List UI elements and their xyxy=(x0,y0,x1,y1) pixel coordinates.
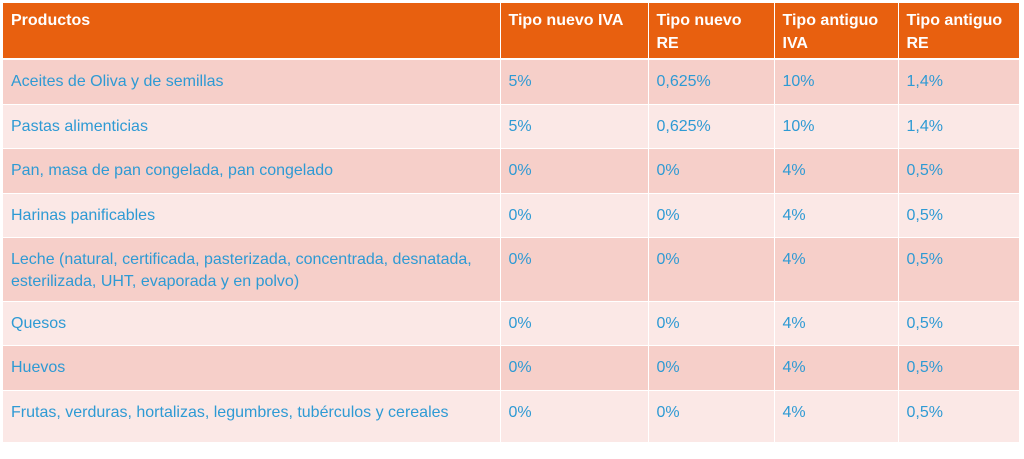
cell-nuevo-re: 0% xyxy=(648,390,775,443)
header-tipo-antiguo-re: Tipo antiguo RE xyxy=(898,3,1019,60)
cell-antiguo-iva: 4% xyxy=(774,301,899,346)
cell-producto: Aceites de Oliva y de semillas xyxy=(3,59,501,105)
cell-producto: Pan, masa de pan congelada, pan congelad… xyxy=(3,148,501,194)
cell-antiguo-iva: 4% xyxy=(774,193,899,238)
cell-producto: Harinas panificables xyxy=(3,193,501,238)
table-row: Leche (natural, certificada, pasterizada… xyxy=(3,237,1019,302)
cell-antiguo-re: 0,5% xyxy=(898,345,1019,391)
header-tipo-antiguo-iva: Tipo antiguo IVA xyxy=(774,3,899,60)
cell-antiguo-iva: 4% xyxy=(774,148,899,194)
cell-nuevo-iva: 0% xyxy=(500,193,649,238)
cell-nuevo-re: 0,625% xyxy=(648,59,775,105)
cell-antiguo-re: 0,5% xyxy=(898,390,1019,443)
table-row: Aceites de Oliva y de semillas 5% 0,625%… xyxy=(3,59,1019,105)
cell-producto: Frutas, verduras, hortalizas, legumbres,… xyxy=(3,390,501,443)
table-row: Huevos 0% 0% 4% 0,5% xyxy=(3,345,1019,391)
cell-antiguo-iva: 4% xyxy=(774,390,899,443)
header-tipo-nuevo-iva: Tipo nuevo IVA xyxy=(500,3,649,60)
table-row: Quesos 0% 0% 4% 0,5% xyxy=(3,301,1019,346)
cell-nuevo-iva: 0% xyxy=(500,345,649,391)
cell-antiguo-re: 0,5% xyxy=(898,148,1019,194)
cell-nuevo-iva: 5% xyxy=(500,104,649,149)
cell-nuevo-iva: 0% xyxy=(500,390,649,443)
cell-producto: Quesos xyxy=(3,301,501,346)
table-row: Harinas panificables 0% 0% 4% 0,5% xyxy=(3,193,1019,238)
iva-rates-table: Productos Tipo nuevo IVA Tipo nuevo RE T… xyxy=(3,3,1019,443)
cell-nuevo-re: 0% xyxy=(648,148,775,194)
cell-nuevo-iva: 5% xyxy=(500,59,649,105)
table-header-row: Productos Tipo nuevo IVA Tipo nuevo RE T… xyxy=(3,3,1019,60)
table-row: Frutas, verduras, hortalizas, legumbres,… xyxy=(3,390,1019,443)
cell-antiguo-iva: 10% xyxy=(774,104,899,149)
cell-nuevo-re: 0% xyxy=(648,237,775,302)
table-row: Pastas alimenticias 5% 0,625% 10% 1,4% xyxy=(3,104,1019,149)
cell-antiguo-re: 1,4% xyxy=(898,104,1019,149)
header-productos: Productos xyxy=(3,3,501,60)
cell-antiguo-iva: 4% xyxy=(774,237,899,302)
cell-nuevo-re: 0% xyxy=(648,193,775,238)
cell-producto: Huevos xyxy=(3,345,501,391)
cell-nuevo-iva: 0% xyxy=(500,301,649,346)
cell-producto: Leche (natural, certificada, pasterizada… xyxy=(3,237,501,302)
cell-nuevo-re: 0% xyxy=(648,301,775,346)
cell-nuevo-re: 0% xyxy=(648,345,775,391)
cell-antiguo-re: 0,5% xyxy=(898,193,1019,238)
cell-antiguo-re: 0,5% xyxy=(898,237,1019,302)
cell-nuevo-re: 0,625% xyxy=(648,104,775,149)
cell-nuevo-iva: 0% xyxy=(500,148,649,194)
cell-antiguo-re: 0,5% xyxy=(898,301,1019,346)
table-row: Pan, masa de pan congelada, pan congelad… xyxy=(3,148,1019,194)
cell-antiguo-re: 1,4% xyxy=(898,59,1019,105)
cell-producto: Pastas alimenticias xyxy=(3,104,501,149)
cell-nuevo-iva: 0% xyxy=(500,237,649,302)
header-tipo-nuevo-re: Tipo nuevo RE xyxy=(648,3,775,60)
cell-antiguo-iva: 4% xyxy=(774,345,899,391)
cell-antiguo-iva: 10% xyxy=(774,59,899,105)
